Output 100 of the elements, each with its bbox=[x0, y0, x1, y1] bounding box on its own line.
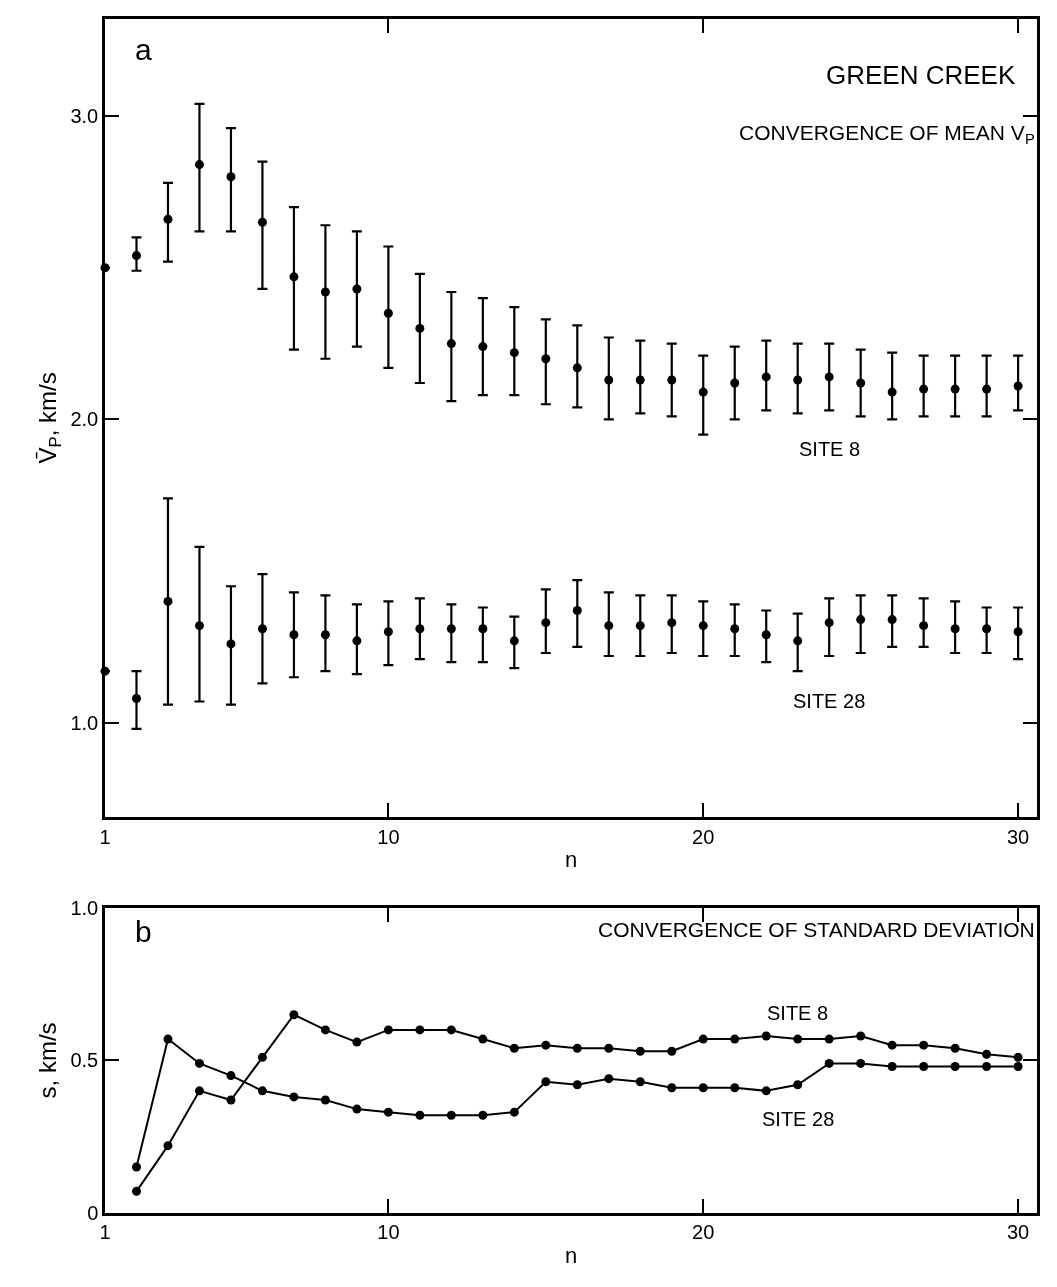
point bbox=[1013, 627, 1023, 637]
point bbox=[982, 384, 992, 394]
point bbox=[446, 339, 456, 349]
point bbox=[478, 342, 488, 352]
text: CONVERGENCE OF MEAN V$_{P}$ bbox=[739, 121, 1035, 148]
point bbox=[667, 1046, 677, 1056]
point bbox=[572, 1080, 582, 1090]
point bbox=[1013, 381, 1023, 391]
point bbox=[194, 160, 204, 170]
point bbox=[415, 1110, 425, 1120]
annotation: b bbox=[135, 915, 152, 948]
point bbox=[320, 1025, 330, 1035]
point bbox=[919, 384, 929, 394]
point bbox=[667, 375, 677, 385]
point bbox=[824, 618, 834, 628]
point bbox=[919, 1040, 929, 1050]
point bbox=[919, 1061, 929, 1071]
point bbox=[163, 214, 173, 224]
point bbox=[446, 1110, 456, 1120]
y-tick-label: 1.0 bbox=[70, 711, 99, 734]
point bbox=[793, 1034, 803, 1044]
point bbox=[982, 624, 992, 634]
point bbox=[698, 1083, 708, 1093]
point bbox=[761, 372, 771, 382]
point bbox=[1013, 1061, 1023, 1071]
point bbox=[446, 1025, 456, 1035]
point bbox=[856, 378, 866, 388]
y-tick-label: 2.0 bbox=[70, 408, 99, 431]
series-label: SITE 8 bbox=[767, 1002, 829, 1024]
point bbox=[635, 1077, 645, 1087]
x-tick-label: 1 bbox=[99, 1221, 111, 1244]
series-label: SITE 28 bbox=[762, 1108, 835, 1130]
point bbox=[352, 1037, 362, 1047]
point bbox=[982, 1049, 992, 1059]
point bbox=[730, 1083, 740, 1093]
point bbox=[383, 1025, 393, 1035]
point bbox=[824, 1058, 834, 1068]
point bbox=[604, 1043, 614, 1053]
point bbox=[163, 596, 173, 606]
point bbox=[352, 636, 362, 646]
point bbox=[761, 630, 771, 640]
point bbox=[320, 1095, 330, 1105]
point bbox=[856, 1031, 866, 1041]
point bbox=[478, 1110, 488, 1120]
point bbox=[604, 1074, 614, 1084]
point bbox=[950, 384, 960, 394]
point bbox=[635, 375, 645, 385]
point bbox=[667, 1083, 677, 1093]
point bbox=[698, 387, 708, 397]
point bbox=[320, 287, 330, 297]
point bbox=[730, 1034, 740, 1044]
point bbox=[257, 1086, 267, 1096]
x-tick-label: 10 bbox=[377, 825, 400, 848]
y-axis-title: s, km/s bbox=[33, 1022, 61, 1099]
text: GREEN CREEK bbox=[826, 60, 1016, 90]
point bbox=[289, 1010, 299, 1020]
point bbox=[919, 621, 929, 631]
point bbox=[415, 624, 425, 634]
point bbox=[604, 375, 614, 385]
point bbox=[698, 1034, 708, 1044]
point bbox=[131, 693, 141, 703]
point bbox=[950, 1043, 960, 1053]
x-tick-label: 1 bbox=[99, 825, 111, 848]
point bbox=[856, 1058, 866, 1068]
point bbox=[698, 621, 708, 631]
y-tick-label: 0 bbox=[87, 1201, 99, 1224]
point bbox=[887, 387, 897, 397]
point bbox=[761, 1086, 771, 1096]
point bbox=[887, 615, 897, 625]
point bbox=[383, 1107, 393, 1117]
point bbox=[163, 1141, 173, 1151]
point bbox=[289, 1092, 299, 1102]
x-tick-label: 30 bbox=[1006, 825, 1030, 848]
x-axis-title: n bbox=[564, 1243, 578, 1269]
point bbox=[509, 348, 519, 358]
point bbox=[824, 1034, 834, 1044]
point bbox=[541, 354, 551, 364]
point bbox=[950, 624, 960, 634]
point bbox=[509, 1043, 519, 1053]
point bbox=[257, 217, 267, 227]
point bbox=[730, 624, 740, 634]
point bbox=[667, 618, 677, 628]
point bbox=[572, 606, 582, 616]
annotation: a bbox=[135, 33, 152, 66]
point bbox=[635, 1046, 645, 1056]
point bbox=[950, 1061, 960, 1071]
text: CONVERGENCE OF STANDARD DEVIATION bbox=[598, 918, 1035, 941]
point bbox=[761, 1031, 771, 1041]
point bbox=[572, 1043, 582, 1053]
point bbox=[415, 323, 425, 333]
point bbox=[446, 624, 456, 634]
point bbox=[163, 1034, 173, 1044]
point bbox=[257, 1052, 267, 1062]
point bbox=[509, 636, 519, 646]
point bbox=[194, 1086, 204, 1096]
point bbox=[604, 621, 614, 631]
text: SITE 8 bbox=[799, 438, 861, 460]
point bbox=[383, 308, 393, 318]
point bbox=[194, 621, 204, 631]
point bbox=[887, 1040, 897, 1050]
